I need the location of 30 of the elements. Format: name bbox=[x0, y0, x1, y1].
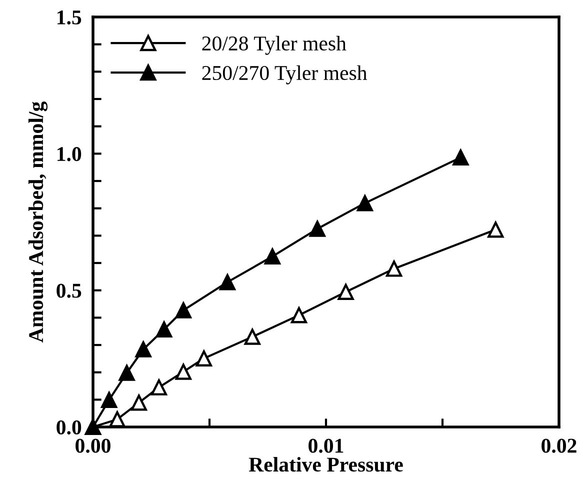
point bbox=[338, 284, 354, 300]
point bbox=[135, 341, 152, 358]
y-tick-label: 0.5 bbox=[56, 284, 82, 298]
point bbox=[156, 321, 172, 338]
legend-label: 20/28 Tyler mesh bbox=[202, 36, 346, 55]
point bbox=[488, 222, 504, 238]
y-tick-label: 1.0 bbox=[58, 147, 82, 162]
y-tick-label: 0.0 bbox=[56, 420, 82, 435]
point bbox=[309, 220, 326, 237]
point bbox=[175, 364, 192, 380]
point bbox=[130, 394, 147, 411]
point bbox=[452, 149, 469, 166]
point bbox=[356, 195, 373, 212]
y-tick-label: 1.5 bbox=[58, 10, 82, 25]
point bbox=[118, 364, 135, 381]
x-tick-label: 0.00 bbox=[76, 438, 110, 453]
point bbox=[290, 307, 308, 324]
point bbox=[219, 274, 236, 290]
y-axis-title: Amount Adsorbed, mmol/g bbox=[28, 102, 48, 342]
point bbox=[196, 350, 212, 366]
point bbox=[386, 260, 402, 277]
x-axis-title: Relative Pressure bbox=[248, 457, 403, 472]
x-tick-label: 0.01 bbox=[308, 438, 344, 453]
x-tick-label: 0.02 bbox=[542, 438, 576, 453]
point bbox=[244, 328, 260, 345]
legend-label: 250/270 Tyler mesh bbox=[202, 65, 368, 84]
point bbox=[150, 379, 167, 396]
point bbox=[175, 302, 192, 318]
point bbox=[264, 248, 280, 264]
point bbox=[101, 392, 118, 408]
